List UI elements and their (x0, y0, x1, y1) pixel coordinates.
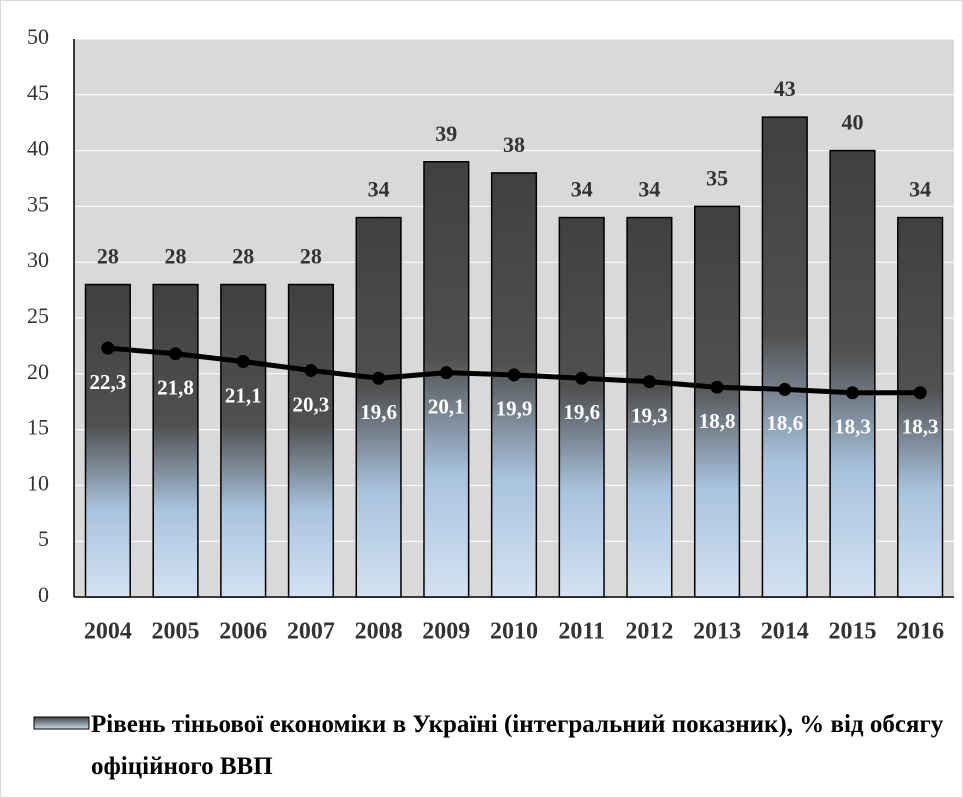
bar (355, 216, 402, 598)
y-tick-label: 10 (27, 470, 49, 495)
x-tick-label: 2007 (287, 619, 335, 645)
line-marker (169, 347, 183, 361)
x-tick-label: 2016 (896, 619, 944, 645)
x-tick-label: 2008 (355, 619, 403, 645)
line-marker (101, 341, 115, 355)
bar (423, 161, 470, 598)
line-value-label: 21,1 (225, 383, 262, 407)
bar-value-label: 34 (571, 177, 593, 202)
line-value-label: 19,6 (360, 400, 397, 424)
line-value-label: 18,3 (902, 415, 939, 439)
line-value-label: 20,3 (293, 392, 330, 416)
line-marker (304, 363, 318, 377)
bar-value-label: 28 (165, 244, 187, 269)
y-tick-label: 5 (38, 526, 49, 551)
x-tick-label: 2010 (490, 619, 538, 645)
bar (152, 283, 199, 598)
x-tick-label: 2012 (625, 619, 673, 645)
y-tick-label: 35 (27, 191, 49, 216)
x-tick-label: 2009 (422, 619, 470, 645)
bar (490, 172, 538, 598)
bar-value-label: 35 (706, 165, 728, 190)
x-tick-label: 2014 (761, 619, 809, 645)
bar-value-label: 43 (774, 76, 796, 101)
x-tick-label: 2013 (693, 619, 741, 645)
y-tick-label: 0 (38, 582, 49, 607)
line-value-label: 22,3 (89, 370, 126, 394)
line-value-label: 21,8 (157, 376, 194, 400)
y-tick-label: 25 (27, 303, 49, 328)
x-tick-label: 2006 (219, 619, 267, 645)
y-tick-label: 20 (27, 359, 49, 384)
y-tick-label: 40 (27, 136, 49, 161)
bar-value-label: 34 (368, 177, 390, 202)
line-marker (845, 386, 859, 400)
line-marker (575, 371, 589, 385)
bar-value-label: 40 (841, 110, 863, 135)
line-value-label: 19,9 (496, 397, 533, 421)
line-value-label: 19,3 (631, 403, 668, 427)
x-tick-label: 2011 (558, 619, 605, 645)
line-marker (710, 380, 724, 394)
bar (287, 283, 335, 598)
x-tick-label: 2004 (84, 619, 132, 645)
bar (693, 205, 741, 598)
line-value-label: 19,6 (563, 400, 600, 424)
y-tick-label: 30 (27, 247, 49, 272)
y-tick-label: 45 (27, 80, 49, 105)
bar-value-label: 28 (232, 244, 254, 269)
line-value-label: 18,6 (766, 411, 803, 435)
x-tick-label: 2005 (152, 619, 200, 645)
bar-value-label: 34 (638, 177, 660, 202)
line-marker (913, 386, 927, 400)
bar (626, 216, 673, 598)
bar-value-label: 39 (435, 121, 457, 146)
y-tick-label: 50 (27, 24, 49, 49)
line-marker (778, 382, 792, 396)
bar (558, 216, 605, 598)
line-marker (507, 368, 521, 382)
line-marker (236, 355, 250, 369)
bar (84, 283, 131, 598)
bar (829, 149, 876, 598)
line-marker (642, 375, 656, 389)
y-tick-label: 15 (27, 415, 49, 440)
line-value-label: 18,8 (699, 409, 736, 433)
x-tick-label: 2015 (828, 619, 876, 645)
line-value-label: 20,1 (428, 394, 465, 418)
bar-value-label: 28 (97, 244, 119, 269)
bar-value-label: 38 (503, 132, 525, 157)
legend-swatch (33, 716, 90, 730)
line-marker (372, 371, 386, 385)
legend-label: Рівень тіньової економіки в Україні (інт… (91, 711, 944, 780)
bar (897, 216, 944, 598)
line-value-label: 18,3 (834, 415, 871, 439)
bar (220, 283, 267, 598)
bar (761, 116, 808, 598)
bar-value-label: 34 (909, 177, 931, 202)
bar-value-label: 28 (300, 244, 322, 269)
line-marker (439, 366, 453, 380)
